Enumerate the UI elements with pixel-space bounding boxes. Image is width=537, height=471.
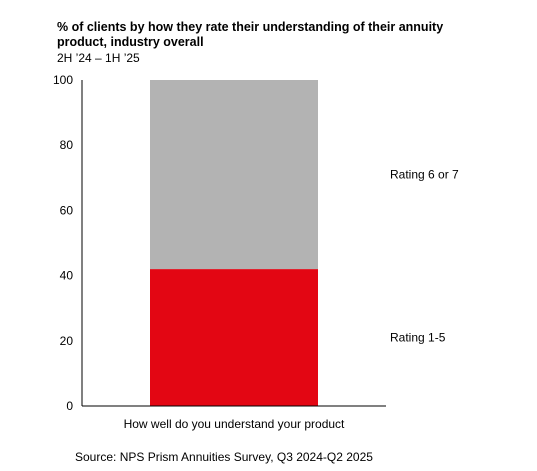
y-tick-label: 100 <box>53 73 73 87</box>
bar-segment-rating-1-5 <box>150 269 318 406</box>
chart-subtitle: 2H ’24 – 1H ’25 <box>57 51 140 65</box>
source-note: Source: NPS Prism Annuities Survey, Q3 2… <box>75 450 373 464</box>
y-tick-label: 80 <box>60 138 74 152</box>
x-category-label: How well do you understand your product <box>124 417 345 431</box>
y-tick-label: 20 <box>60 334 74 348</box>
legend-label-rating-1-5: Rating 1-5 <box>390 331 446 345</box>
y-tick-label: 60 <box>60 203 74 217</box>
chart-title: % of clients by how they rate their unde… <box>57 20 444 49</box>
stacked-bar-chart: How well do you understand your product 0… <box>53 73 459 431</box>
bar-segment-rating-6-or-7 <box>150 80 318 270</box>
y-tick-label: 0 <box>66 399 73 413</box>
legend-label-rating-6-or-7: Rating 6 or 7 <box>390 168 459 182</box>
y-tick-label: 40 <box>60 269 74 283</box>
